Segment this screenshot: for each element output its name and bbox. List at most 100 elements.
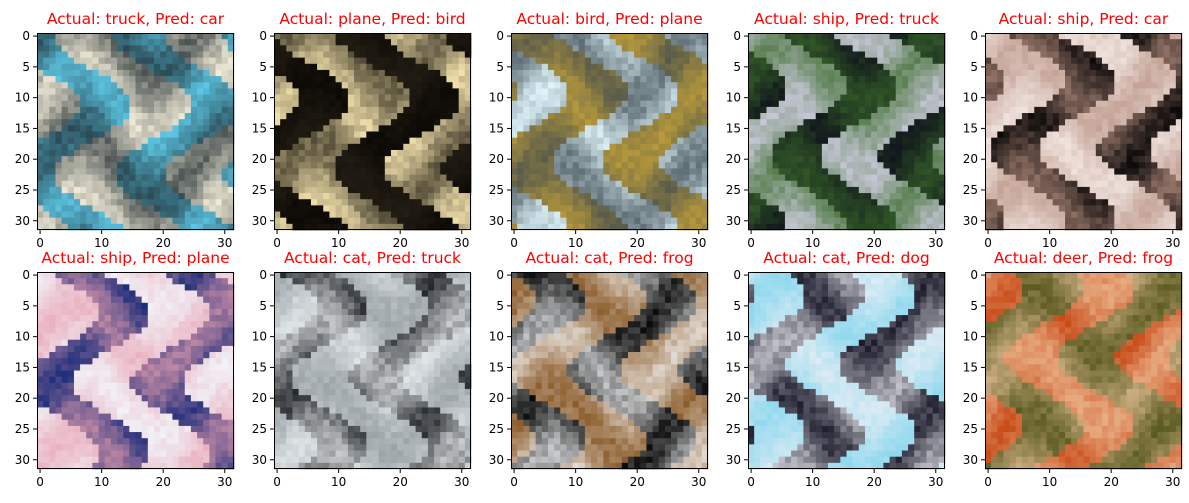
pixel [49,119,56,126]
pixel [560,199,567,206]
pixel [754,137,761,145]
pixel [403,162,410,169]
pixel [1169,100,1177,108]
pixel [1083,69,1091,77]
pixel [1040,137,1047,145]
pixel [1065,63,1072,71]
pixel [49,45,56,52]
pixel [597,113,604,120]
pixel [80,143,87,151]
pixel [615,186,623,194]
pixel [689,76,697,83]
pixel [683,168,690,175]
pixel [178,88,186,95]
pixel [858,149,866,157]
pixel [871,137,878,145]
pixel [215,39,223,46]
pixel [615,100,623,108]
pixel [1015,100,1023,108]
pixel [511,223,518,231]
pixel [634,137,641,145]
pixel [809,156,817,163]
pixel [166,137,173,145]
pixel [932,51,940,58]
pixel [991,100,998,108]
pixel [197,57,204,65]
pixel [766,193,773,200]
pixel [640,186,647,194]
pixel [80,199,87,206]
pixel [421,113,429,120]
pixel [689,131,697,139]
pixel [778,156,786,163]
pixel [1065,174,1072,182]
pixel [1040,33,1047,40]
pixel [1114,143,1121,151]
pixel [858,94,866,102]
pixel [280,168,287,175]
pixel [274,199,281,206]
pixel [1101,88,1109,95]
pixel [123,82,130,89]
pixel [298,186,306,194]
pixel [815,125,823,132]
pixel [846,39,854,46]
pixel [347,88,355,95]
pixel [523,76,530,83]
pixel [292,69,299,77]
pixel [329,199,336,206]
pixel [1046,156,1054,163]
pixel [227,57,235,65]
pixel [123,143,130,151]
pixel [323,63,330,71]
pixel [209,217,216,225]
pixel [664,82,672,89]
pixel [748,211,755,219]
pixel [908,113,915,120]
pixel [852,94,860,102]
pixel [360,69,367,77]
pixel [43,76,50,83]
pixel [815,51,823,58]
pixel [452,168,460,175]
pixel [464,174,472,182]
pixel [123,106,130,114]
pixel [80,217,87,225]
pixel [421,100,429,108]
pixel [1028,125,1035,132]
pixel [49,199,56,206]
pixel [1138,180,1146,188]
pixel [652,186,660,194]
pixel [434,57,441,65]
pixel [840,69,847,77]
pixel [1003,100,1010,108]
pixel [292,51,299,58]
pixel [815,137,823,145]
pixel [1077,168,1084,175]
pixel [877,205,884,212]
pixel [627,217,635,225]
pixel [908,162,915,169]
pixel [864,63,872,71]
pixel [778,33,786,40]
pixel [298,143,306,151]
pixel [615,106,623,114]
pixel [1021,76,1029,83]
pixel [797,211,804,219]
pixel [292,113,299,120]
pixel [190,45,198,52]
pixel [298,113,306,120]
pixel [329,33,336,40]
pixel [815,162,823,169]
pixel [415,76,423,83]
pixel [511,174,518,182]
pixel [858,39,866,46]
pixel [834,205,841,212]
pixel [1132,149,1140,157]
pixel [310,94,318,102]
pixel [221,119,229,126]
pixel [1058,100,1066,108]
axes-frame [37,33,234,230]
pixel [603,100,610,108]
pixel [621,113,629,120]
